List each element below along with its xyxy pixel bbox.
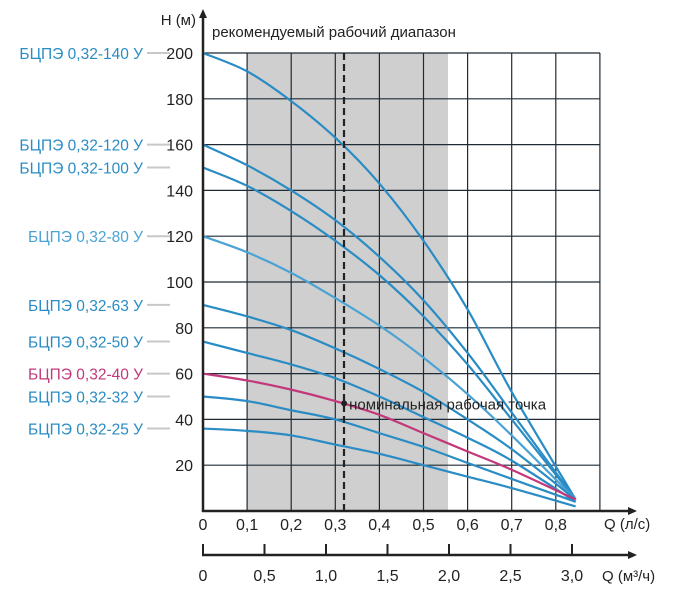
x-axis-label: Q (л/с)	[604, 516, 650, 533]
y-tick-label: 60	[175, 367, 193, 384]
series-label: БЦПЭ 0,32-32 У	[28, 390, 143, 407]
y-tick-label: 100	[166, 275, 193, 292]
series-curve	[202, 372, 577, 501]
x2-axis-arrow-icon	[628, 551, 637, 559]
x-tick-label: 0,8	[545, 517, 567, 534]
y-tick-label: 120	[166, 229, 193, 246]
series-curve	[202, 340, 577, 503]
x2-axis-label: Q (м³/ч)	[602, 568, 655, 585]
y-tick-label: 40	[175, 412, 193, 429]
x-tick-label: 0,5	[412, 517, 434, 534]
grid	[203, 52, 601, 511]
x-tick-label: 0,2	[280, 517, 302, 534]
series-curve	[202, 143, 577, 501]
x-tick-label: 0	[199, 517, 208, 534]
x-tick-label: 0,4	[368, 517, 390, 534]
series-label: БЦПЭ 0,32-140 У	[19, 46, 143, 63]
nominal-point	[341, 400, 348, 407]
series-curve	[202, 427, 576, 508]
x-tick-label: 0,6	[456, 517, 478, 534]
y-axis-label: H (м)	[161, 12, 196, 29]
series-label: БЦПЭ 0,32-100 У	[19, 161, 143, 178]
series-curve	[202, 166, 577, 501]
series-curve	[202, 303, 577, 501]
nominal-point-label: номинальная рабочая точка	[349, 396, 547, 413]
x2-tick-label: 1,0	[315, 568, 337, 585]
y-tick-label: 80	[175, 321, 193, 338]
series-curve	[202, 395, 577, 503]
y-axis-arrow-icon	[199, 9, 207, 18]
x-tick-label: 0,1	[236, 517, 258, 534]
x-tick-label: 0,3	[324, 517, 346, 534]
series-label: БЦПЭ 0,32-40 У	[28, 367, 143, 384]
recommended-range-label: рекомендуемый рабочий диапазон	[212, 24, 456, 41]
series-label: БЦПЭ 0,32-80 У	[28, 229, 143, 246]
y-tick-label: 20	[175, 458, 193, 475]
y-tick-label: 180	[166, 92, 193, 109]
axes: 20 40 60 80 100 120 140 160 180 200 0 0,1 0,2 0,3 0,4 0…	[19, 9, 637, 585]
series-label: БЦПЭ 0,32-25 У	[28, 422, 143, 439]
x-axis-arrow-icon	[628, 507, 637, 515]
series-label: БЦПЭ 0,32-50 У	[28, 335, 143, 352]
series-label: БЦПЭ 0,32-120 У	[19, 138, 143, 155]
x2-tick-label: 0,5	[253, 568, 275, 585]
x-tick-label: 0,7	[501, 517, 523, 534]
y-tick-label: 200	[166, 46, 193, 63]
x2-tick-label: 3,0	[561, 568, 583, 585]
y-tick-label: 160	[166, 138, 193, 155]
y-tick-label: 140	[166, 183, 193, 200]
series-curve	[202, 51, 577, 501]
x2-tick-label: 2,5	[499, 568, 521, 585]
series-label: БЦПЭ 0,32-63 У	[28, 298, 143, 315]
x2-tick-label: 1,5	[376, 568, 398, 585]
series-curve	[202, 235, 577, 501]
marks	[202, 51, 577, 508]
x2-tick-label: 0	[199, 568, 208, 585]
x2-tick-label: 2,0	[438, 568, 460, 585]
